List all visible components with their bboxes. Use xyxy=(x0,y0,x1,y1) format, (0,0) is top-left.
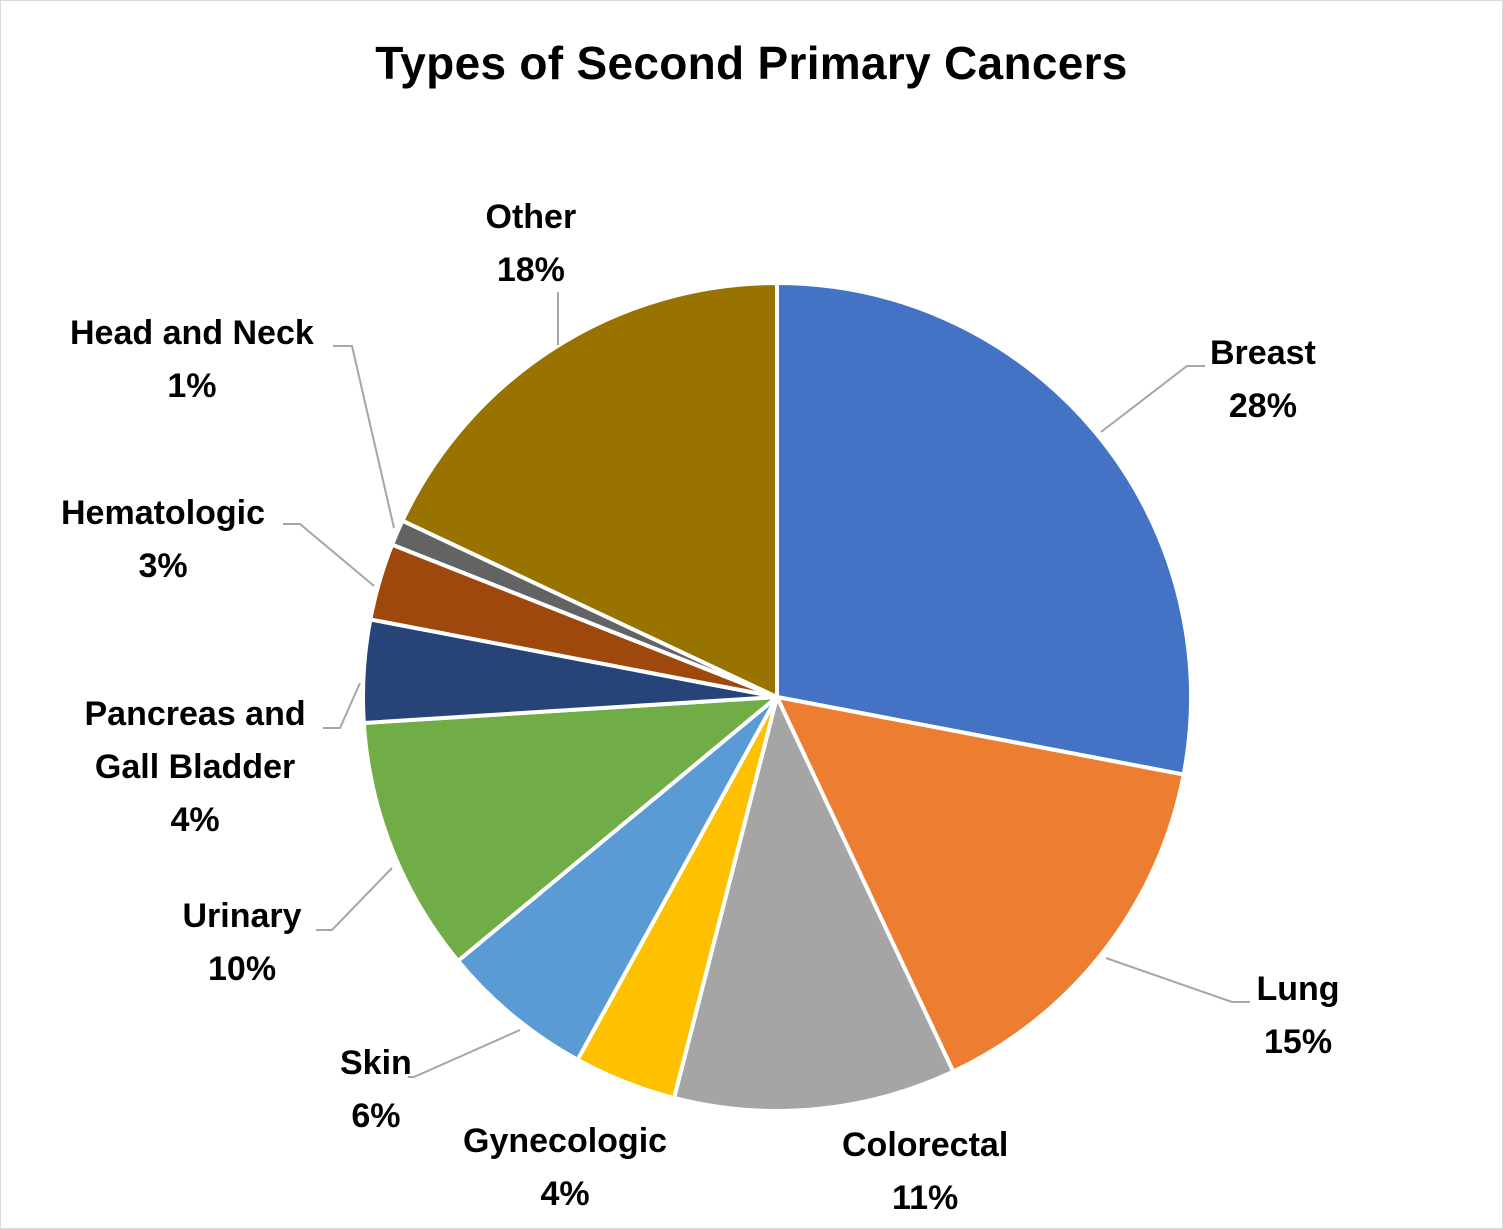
data-label-name: Urinary xyxy=(182,897,302,935)
data-label-hematologic: Hematologic 3% xyxy=(61,487,265,593)
pie-slice-other xyxy=(400,281,779,699)
data-label-name: Gynecologic xyxy=(463,1122,668,1160)
data-label-urinary: Urinary 10% xyxy=(183,890,302,996)
data-label-name: Other xyxy=(485,198,577,236)
data-label-percent: 10% xyxy=(208,950,277,988)
leader-line-urinary xyxy=(316,867,393,931)
data-label-name: Pancreas and xyxy=(84,694,306,733)
data-label-percent: 18% xyxy=(496,251,565,289)
data-label-other: Other 18% xyxy=(486,191,577,297)
leader-line-pancreas-and-gall-bladder xyxy=(323,682,361,729)
data-label-head-and-neck: Head and Neck 1% xyxy=(70,307,314,413)
data-label-percent: 28% xyxy=(1228,387,1297,425)
pie-slice-urinary xyxy=(361,695,779,963)
pie-slice-colorectal xyxy=(672,695,956,1113)
leader-line-breast xyxy=(1100,365,1205,433)
pie-slice-lung xyxy=(775,695,1186,1074)
leader-line-head-and-neck xyxy=(333,345,395,529)
data-label-percent: 15% xyxy=(1264,1023,1333,1061)
leader-line-skin xyxy=(408,1029,521,1078)
leader-line-lung xyxy=(1105,957,1250,1003)
data-label-percent: 11% xyxy=(892,1179,959,1217)
data-label-name: Skin xyxy=(340,1044,412,1082)
chart-title: Types of Second Primary Cancers xyxy=(375,37,1128,89)
data-label-lung: Lung 15% xyxy=(1257,963,1340,1069)
data-label-gynecologic: Gynecologic 4% xyxy=(463,1115,667,1221)
data-label-skin: Skin 6% xyxy=(340,1037,412,1143)
data-label-name: Gall Bladder xyxy=(94,747,296,786)
data-label-name: Breast xyxy=(1210,334,1316,372)
data-label-colorectal: Colorectal 11% xyxy=(842,1119,1008,1225)
data-label-name: Head and Neck xyxy=(70,314,314,352)
data-label-name: Lung xyxy=(1256,970,1340,1008)
data-label-percent: 4% xyxy=(540,1175,590,1213)
data-label-pancreas-and-gall-bladder: Pancreas and Gall Bladder 4% xyxy=(85,688,306,847)
data-label-percent: 3% xyxy=(138,547,188,585)
data-label-breast: Breast 28% xyxy=(1210,327,1316,433)
data-label-percent: 1% xyxy=(167,367,217,405)
data-label-percent: 4% xyxy=(170,800,220,839)
pie-slice-breast xyxy=(775,281,1193,777)
data-label-name: Colorectal xyxy=(842,1126,1009,1164)
data-label-name: Hematologic xyxy=(61,494,266,532)
data-label-percent: 6% xyxy=(351,1097,401,1135)
leader-line-hematologic xyxy=(283,523,375,587)
pie-slice-skin xyxy=(456,695,779,1062)
